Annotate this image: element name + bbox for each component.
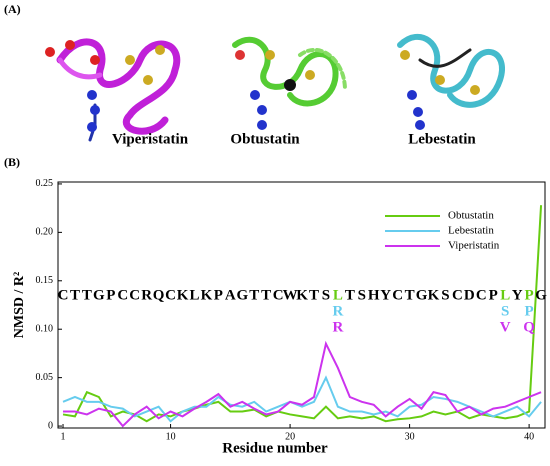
variant-residue: R [332,303,343,319]
y-tick-label: 0.05 [36,372,54,383]
panel-label: (A) [4,2,21,16]
plot-frame [57,181,546,429]
variant-residue: S [501,303,509,319]
x-axis-label: Residue number [222,440,328,456]
y-tick-label: 0.10 [36,324,54,335]
structure-viperistatin [45,38,181,142]
sequence-residue: S [322,287,330,303]
sequence-residue: T [309,287,319,303]
x-tick-label: 20 [285,431,295,442]
y-tick-label: 0.25 [36,178,54,189]
sequence-residue: P [489,287,498,303]
sequence-residue: G [236,287,248,303]
sequence-residue: K [177,287,189,303]
sequence-residue: G [93,287,105,303]
sequence-residue: Y [512,287,523,303]
sequence-residue: C [129,287,140,303]
x-tick-label: 1 [61,431,66,442]
sequence-residue: T [261,287,271,303]
sequence-residue: C [392,287,403,303]
structure-lebestatin [397,33,505,130]
series-line [63,340,542,428]
sequence-residue: W [283,287,298,303]
panel-label: (B) [4,155,20,169]
sequence-residue: C [165,287,176,303]
sequence-residue: K [428,287,440,303]
sequence-residue: T [70,287,80,303]
sequence-residue: L [500,287,510,303]
sequence-residue: S [441,287,449,303]
x-tick-label: 40 [524,431,534,442]
sequence-residue: S [358,287,366,303]
sequence-residue: P [525,287,534,303]
sequence-residue: H [368,287,380,303]
sequence-residue: R [141,287,152,303]
legend-label: Lebestatin [448,225,494,237]
legend-label: Obtustatin [448,210,494,222]
sequence-residue: P [214,287,223,303]
sequence-residue: L [333,287,343,303]
sequence-residue: T [82,287,92,303]
variant-residue: P [525,303,534,319]
sequence-residue: C [452,287,463,303]
sequence-residue: G [535,287,547,303]
series-line [62,205,543,423]
sequence-residue: L [189,287,199,303]
sequence-residue: T [345,287,355,303]
x-tick-label: 30 [405,431,415,442]
sequence-residue: Q [153,287,165,303]
structure-label: Viperistatin [112,131,189,147]
y-axis-label: NMSD / R² [12,272,27,338]
sequence-residue: Y [380,287,391,303]
sequence-residue: K [296,287,308,303]
sequence-residue: C [476,287,487,303]
sequence-residue: T [405,287,415,303]
x-tick-label: 10 [166,431,176,442]
y-tick-label: 0.15 [36,275,54,286]
sequence-residue: A [225,287,236,303]
sequence-residue: G [416,287,428,303]
variant-residue: R [332,319,343,335]
sequence-residue: D [464,287,475,303]
sequence-residue: C [117,287,128,303]
sequence-residue: P [106,287,115,303]
y-tick-label: 0 [48,420,53,431]
variant-residue: Q [523,319,535,335]
variant-residue: V [500,319,511,335]
legend-label: Viperistatin [448,240,500,252]
structure-obtustatin [232,36,347,130]
sequence-residue: C [58,287,69,303]
sequence-residue: T [249,287,259,303]
structure-label: Obtustatin [230,131,300,147]
structure-label: Lebestatin [408,131,476,147]
series-line [62,375,542,423]
sequence-residue: C [273,287,284,303]
y-tick-label: 0.20 [36,227,54,238]
sequence-residue: K [201,287,213,303]
